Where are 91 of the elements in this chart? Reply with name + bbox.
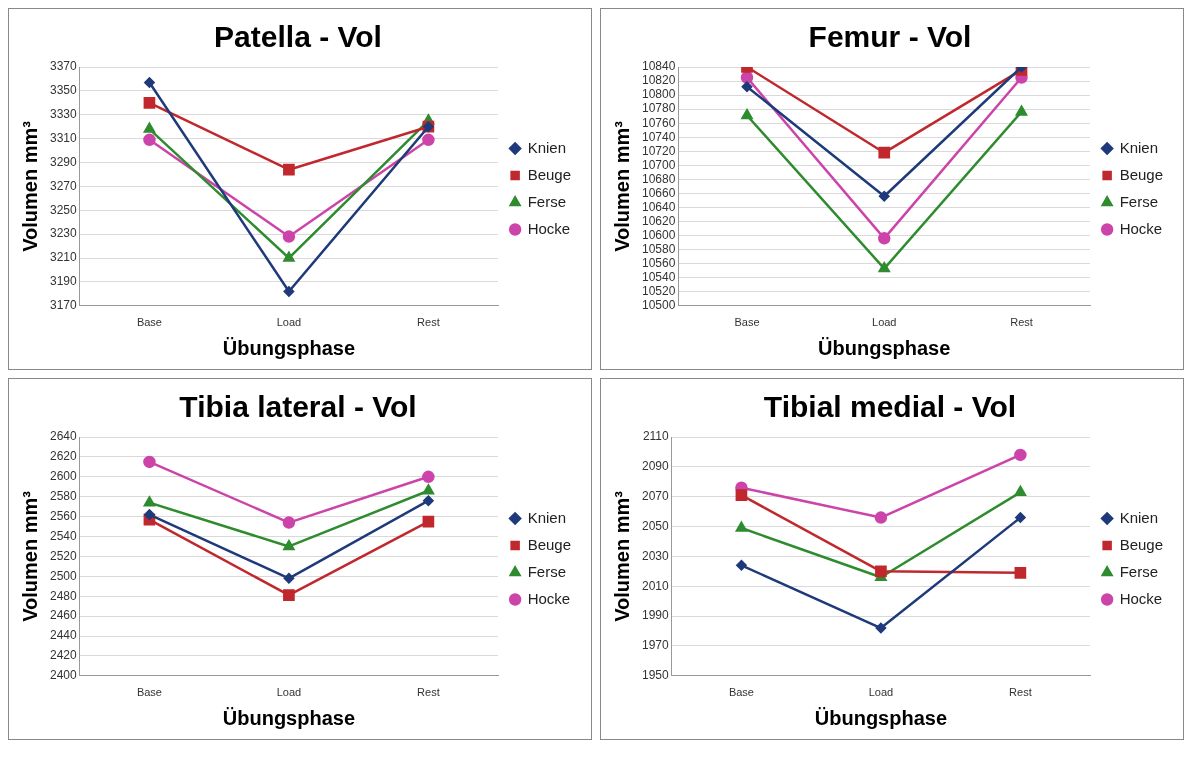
y-tick-label: 10620 xyxy=(641,213,676,228)
x-tick-label: Base xyxy=(136,316,162,329)
y-tick-label: 2090 xyxy=(641,459,670,474)
x-axis-title: Übungsphase xyxy=(222,336,356,359)
chart-title: Tibia lateral - Vol xyxy=(179,390,417,424)
y-tick-label: 3310 xyxy=(49,130,78,145)
y-tick-label: 2050 xyxy=(641,518,670,533)
y-tick-label: 2640 xyxy=(49,429,78,444)
y-tick-label: 10520 xyxy=(641,284,676,299)
y-tick-label: 10500 xyxy=(641,298,676,313)
y-tick-label: 3290 xyxy=(49,154,78,169)
x-axis-title: Übungsphase xyxy=(818,336,951,359)
x-tick-label: Load xyxy=(276,316,302,329)
legend-label: Ferse xyxy=(527,562,566,580)
x-tick-label: Load xyxy=(872,316,897,329)
y-axis-title: Volumen mm³ xyxy=(610,490,633,622)
y-tick-label: 10720 xyxy=(641,143,676,158)
x-tick-label: Rest xyxy=(1010,316,1033,329)
y-tick-label: 3330 xyxy=(49,107,78,122)
legend-label: Beuge xyxy=(527,165,571,183)
y-tick-label: 10740 xyxy=(641,129,676,144)
y-tick-label: 2400 xyxy=(49,668,78,683)
legend-label: Knien xyxy=(1119,138,1158,156)
y-tick-label: 3230 xyxy=(49,226,78,241)
y-axis-title: Volumen mm³ xyxy=(18,490,41,622)
y-tick-label: 2500 xyxy=(49,568,78,583)
y-tick-label: 1970 xyxy=(641,638,670,653)
y-tick-label: 3370 xyxy=(49,59,78,74)
chart-title: Femur - Vol xyxy=(808,20,972,54)
y-tick-label: 10540 xyxy=(641,270,676,285)
x-tick-label: Rest xyxy=(1009,686,1032,699)
chart-title: Tibial medial - Vol xyxy=(763,390,1017,424)
y-tick-label: 10780 xyxy=(641,101,676,116)
y-tick-label: 2010 xyxy=(641,578,670,593)
y-tick-label: 3210 xyxy=(49,250,78,265)
y-tick-label: 2560 xyxy=(49,508,78,523)
y-tick-label: 10580 xyxy=(641,241,676,256)
y-tick-label: 2520 xyxy=(49,548,78,563)
y-tick-label: 2110 xyxy=(642,429,670,444)
y-tick-label: 10840 xyxy=(641,59,676,74)
legend-label: Beuge xyxy=(1119,165,1163,183)
legend-label: Beuge xyxy=(527,535,571,553)
x-tick-label: Base xyxy=(136,686,162,699)
legend-label: Ferse xyxy=(1119,192,1158,210)
x-tick-label: Base xyxy=(734,316,760,329)
y-tick-label: 3270 xyxy=(49,178,78,193)
legend-label: Ferse xyxy=(1119,562,1158,580)
x-tick-label: Rest xyxy=(417,316,440,329)
legend-label: Beuge xyxy=(1119,535,1163,553)
y-tick-label: 10760 xyxy=(641,115,676,130)
y-tick-label: 10700 xyxy=(641,157,676,172)
y-axis-title: Volumen mm³ xyxy=(610,120,633,252)
y-tick-label: 2600 xyxy=(49,469,78,484)
chart-title: Patella - Vol xyxy=(214,20,382,54)
y-tick-label: 1950 xyxy=(641,668,670,683)
y-axis-title: Volumen mm³ xyxy=(18,120,41,252)
y-tick-label: 2580 xyxy=(49,489,78,504)
x-tick-label: Base xyxy=(728,686,754,699)
legend-label: Hocke xyxy=(1119,219,1163,237)
y-tick-label: 10820 xyxy=(641,73,676,88)
y-tick-label: 2070 xyxy=(641,489,670,504)
y-tick-label: 3190 xyxy=(49,274,78,289)
y-tick-label: 2420 xyxy=(49,648,78,663)
y-tick-label: 2620 xyxy=(49,449,78,464)
legend-label: Hocke xyxy=(527,589,571,607)
y-tick-label: 10600 xyxy=(641,227,676,242)
legend-label: Knien xyxy=(527,138,566,156)
y-tick-label: 2030 xyxy=(641,548,670,563)
legend-label: Hocke xyxy=(1119,589,1163,607)
y-tick-label: 2540 xyxy=(49,528,78,543)
x-tick-label: Rest xyxy=(417,686,440,699)
x-tick-label: Load xyxy=(868,686,894,699)
y-tick-label: 10800 xyxy=(641,87,676,102)
y-tick-label: 1990 xyxy=(641,608,670,623)
y-tick-label: 10560 xyxy=(641,255,676,270)
y-tick-label: 2480 xyxy=(49,588,78,603)
y-tick-label: 10660 xyxy=(641,185,676,200)
x-axis-title: Übungsphase xyxy=(222,706,356,729)
y-tick-label: 2460 xyxy=(49,608,78,623)
x-axis-title: Übungsphase xyxy=(814,706,948,729)
x-tick-label: Load xyxy=(276,686,302,699)
y-tick-label: 3170 xyxy=(49,298,78,313)
y-tick-label: 3350 xyxy=(49,83,78,98)
legend-label: Hocke xyxy=(527,219,571,237)
y-tick-label: 2440 xyxy=(49,628,78,643)
legend-label: Knien xyxy=(527,508,566,526)
y-tick-label: 10680 xyxy=(641,171,676,186)
y-tick-label: 3250 xyxy=(49,202,78,217)
legend-label: Knien xyxy=(1119,508,1158,526)
legend-label: Ferse xyxy=(527,192,566,210)
y-tick-label: 10640 xyxy=(641,199,676,214)
